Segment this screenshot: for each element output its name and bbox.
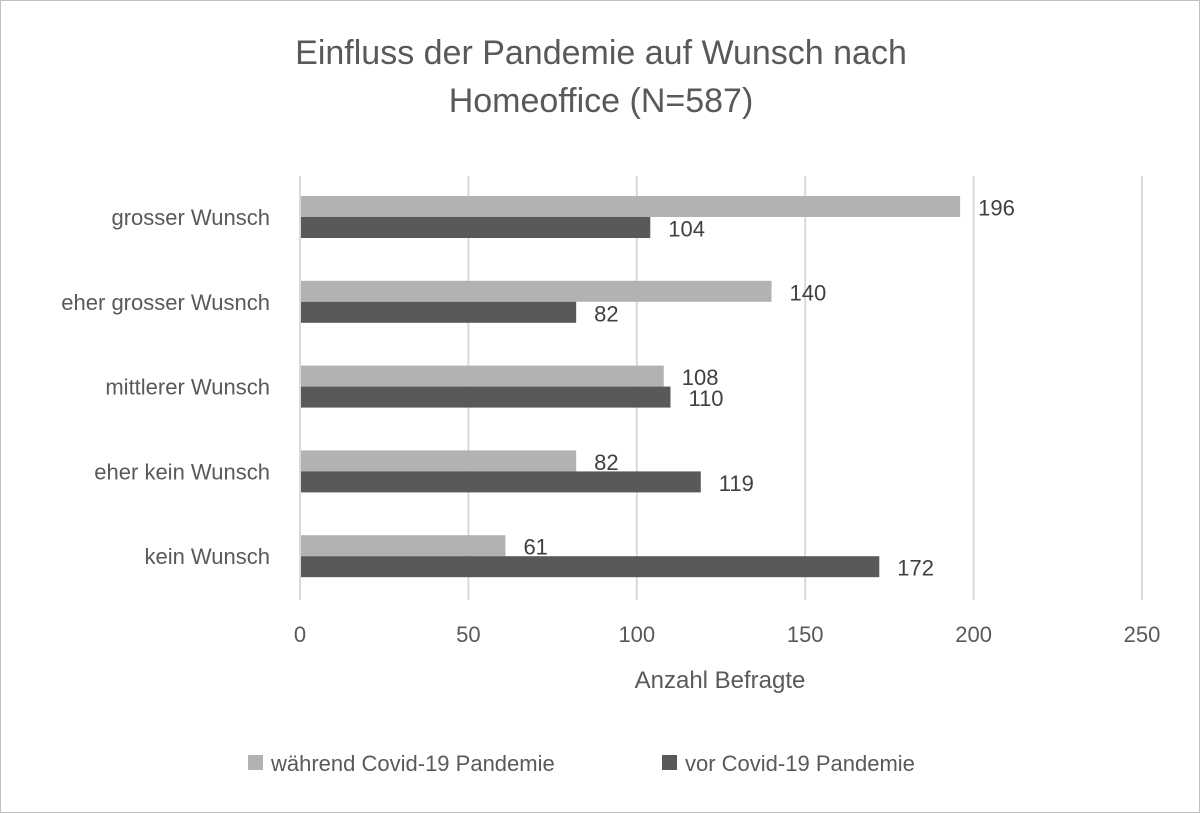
bar-eher-grosser-wusnch-series-1: [300, 280, 772, 302]
bars: [300, 196, 961, 578]
legend-label-series-1: während Covid-19 Pandemie: [270, 751, 555, 776]
data-label-eher-kein-wunsch-series-1: 82: [594, 450, 618, 475]
axes: 0 50 100 150 200 250 Anzahl Befragte: [294, 176, 1160, 694]
category-label-grosser-wunsch: grosser Wunsch: [111, 205, 270, 230]
bar-mittlerer-wunsch-series-2: [300, 386, 671, 408]
x-tick-label-0: 0: [294, 622, 306, 647]
bar-mittlerer-wunsch-series-1: [300, 365, 664, 387]
data-label-grosser-wunsch-series-2: 104: [668, 217, 705, 242]
chart-title: Einfluss der Pandemie auf Wunsch nach Ho…: [1, 29, 1200, 125]
bar-eher-kein-wunsch-series-1: [300, 450, 577, 472]
category-label-mittlerer-wunsch: mittlerer Wunsch: [105, 375, 270, 400]
chart-title-line-2: Homeoffice (N=587): [448, 82, 754, 120]
x-tick-label-50: 50: [456, 622, 480, 647]
x-tick-label-250: 250: [1124, 622, 1161, 647]
data-label-eher-grosser-wusnch-series-1: 140: [790, 280, 827, 305]
x-tick-label-200: 200: [955, 622, 992, 647]
data-label-kein-wunsch-series-2: 172: [897, 556, 934, 581]
chart-title-line-1: Einfluss der Pandemie auf Wunsch nach: [295, 34, 907, 72]
data-label-kein-wunsch-series-1: 61: [523, 535, 547, 560]
x-tick-label-100: 100: [618, 622, 655, 647]
bar-eher-grosser-wusnch-series-2: [300, 301, 577, 323]
x-axis-title: Anzahl Befragte: [635, 667, 806, 694]
bar-kein-wunsch-series-1: [300, 535, 506, 557]
legend: während Covid-19 Pandemie vor Covid-19 Pa…: [248, 751, 915, 776]
legend-swatch-series-1: [248, 755, 263, 770]
data-label-mittlerer-wunsch-series-2: 110: [688, 386, 723, 411]
category-label-eher-grosser-wusnch: eher grosser Wusnch: [61, 290, 270, 315]
legend-label-series-2: vor Covid-19 Pandemie: [685, 751, 915, 776]
data-label-grosser-wunsch-series-1: 196: [978, 196, 1015, 221]
data-label-eher-kein-wunsch-series-2: 119: [719, 471, 754, 496]
data-label-eher-grosser-wusnch-series-2: 82: [594, 301, 618, 326]
labels: grosser Wunsch 196 104 eher grosser Wusnch 1…: [61, 196, 1015, 581]
bar-eher-kein-wunsch-series-2: [300, 471, 701, 493]
legend-swatch-series-2: [662, 755, 677, 770]
bar-grosser-wunsch-series-2: [300, 217, 651, 238]
x-tick-label-150: 150: [787, 622, 824, 647]
bar-kein-wunsch-series-2: [300, 556, 880, 578]
data-label-mittlerer-wunsch-series-1: 108: [682, 365, 719, 390]
category-label-kein-wunsch: kein Wunsch: [144, 544, 270, 569]
bar-grosser-wunsch-series-1: [300, 196, 961, 217]
category-label-eher-kein-wunsch: eher kein Wunsch: [94, 459, 270, 484]
